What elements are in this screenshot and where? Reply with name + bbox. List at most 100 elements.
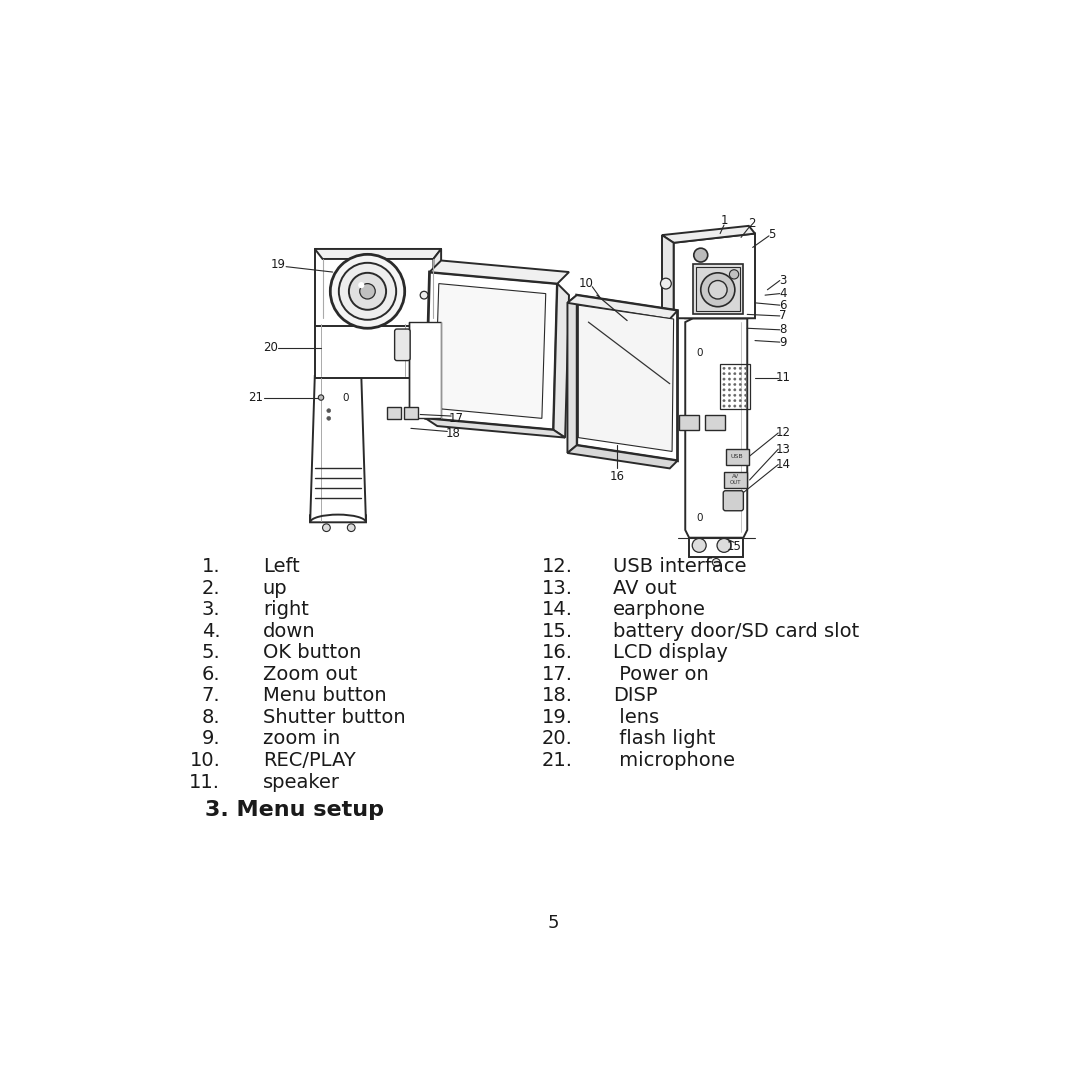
Polygon shape bbox=[662, 226, 755, 243]
Polygon shape bbox=[662, 235, 674, 319]
Circle shape bbox=[729, 270, 739, 279]
Polygon shape bbox=[674, 233, 755, 319]
Circle shape bbox=[739, 405, 742, 407]
Circle shape bbox=[339, 262, 396, 320]
Text: Shutter button: Shutter button bbox=[262, 707, 405, 727]
Circle shape bbox=[661, 279, 672, 289]
Text: zoom in: zoom in bbox=[262, 729, 340, 748]
Text: 11: 11 bbox=[775, 372, 791, 384]
Circle shape bbox=[744, 405, 747, 407]
Text: 6.: 6. bbox=[202, 665, 220, 684]
Circle shape bbox=[713, 558, 720, 566]
Circle shape bbox=[733, 394, 735, 396]
Text: 3: 3 bbox=[779, 274, 786, 287]
Text: Menu button: Menu button bbox=[262, 686, 387, 705]
Text: 16.: 16. bbox=[542, 644, 572, 662]
Text: 12.: 12. bbox=[542, 557, 572, 576]
Circle shape bbox=[744, 383, 747, 386]
Text: 11.: 11. bbox=[189, 772, 220, 792]
Circle shape bbox=[723, 378, 725, 380]
Bar bbox=[679, 415, 699, 430]
Text: 13: 13 bbox=[775, 443, 791, 456]
Text: 2.: 2. bbox=[202, 579, 220, 597]
Circle shape bbox=[728, 367, 730, 369]
Text: USB interface: USB interface bbox=[613, 557, 746, 576]
Circle shape bbox=[739, 383, 742, 386]
Text: 1: 1 bbox=[720, 214, 728, 227]
Circle shape bbox=[349, 273, 387, 310]
Text: REC/PLAY: REC/PLAY bbox=[262, 751, 355, 770]
Circle shape bbox=[744, 373, 747, 375]
Circle shape bbox=[723, 383, 725, 386]
Bar bbox=[704, 415, 725, 430]
Circle shape bbox=[723, 373, 725, 375]
Text: LCD display: LCD display bbox=[613, 644, 728, 662]
Polygon shape bbox=[578, 306, 674, 451]
Circle shape bbox=[728, 394, 730, 396]
Text: 18.: 18. bbox=[542, 686, 572, 705]
Text: 4: 4 bbox=[779, 287, 786, 300]
FancyBboxPatch shape bbox=[724, 490, 743, 511]
Circle shape bbox=[323, 524, 330, 531]
Text: AV
OUT: AV OUT bbox=[730, 474, 741, 485]
Circle shape bbox=[723, 367, 725, 369]
Text: 3. Menu setup: 3. Menu setup bbox=[205, 799, 383, 820]
Text: 9.: 9. bbox=[202, 729, 220, 748]
Circle shape bbox=[348, 524, 355, 531]
Bar bbox=[387, 407, 401, 419]
Text: battery door/SD card slot: battery door/SD card slot bbox=[613, 622, 860, 640]
Text: down: down bbox=[262, 622, 315, 640]
Polygon shape bbox=[577, 295, 677, 461]
Circle shape bbox=[723, 389, 725, 391]
Circle shape bbox=[733, 378, 735, 380]
Text: 10: 10 bbox=[579, 278, 594, 291]
Circle shape bbox=[733, 367, 735, 369]
Circle shape bbox=[692, 539, 706, 552]
Polygon shape bbox=[426, 418, 565, 437]
Polygon shape bbox=[567, 445, 677, 469]
Text: 21: 21 bbox=[248, 391, 262, 404]
Polygon shape bbox=[567, 295, 577, 453]
Circle shape bbox=[360, 284, 375, 299]
Text: 15.: 15. bbox=[542, 622, 572, 640]
Text: right: right bbox=[262, 600, 309, 619]
Circle shape bbox=[744, 367, 747, 369]
Bar bbox=[697, 268, 740, 311]
Polygon shape bbox=[685, 319, 747, 538]
Text: 20.: 20. bbox=[542, 729, 572, 748]
Text: microphone: microphone bbox=[613, 751, 735, 770]
Circle shape bbox=[327, 408, 330, 413]
Text: speaker: speaker bbox=[262, 772, 340, 792]
Polygon shape bbox=[426, 272, 557, 430]
Circle shape bbox=[701, 273, 734, 307]
Text: 14.: 14. bbox=[542, 600, 572, 619]
Bar bbox=[720, 364, 750, 409]
Text: 2: 2 bbox=[748, 217, 756, 230]
Bar bbox=[726, 449, 748, 464]
Circle shape bbox=[739, 367, 742, 369]
Bar bbox=[693, 265, 743, 314]
Text: 3.: 3. bbox=[202, 600, 220, 619]
Text: 15: 15 bbox=[727, 540, 742, 553]
Text: AV out: AV out bbox=[613, 579, 677, 597]
Circle shape bbox=[728, 378, 730, 380]
Circle shape bbox=[728, 383, 730, 386]
Text: 19.: 19. bbox=[542, 707, 572, 727]
Circle shape bbox=[359, 282, 364, 288]
Text: 0: 0 bbox=[696, 513, 702, 524]
Text: 12: 12 bbox=[775, 427, 791, 440]
Circle shape bbox=[717, 539, 731, 552]
Bar bbox=[724, 472, 747, 488]
Text: 17.: 17. bbox=[542, 665, 572, 684]
Text: 17: 17 bbox=[449, 411, 464, 424]
Text: 10.: 10. bbox=[189, 751, 220, 770]
Circle shape bbox=[739, 389, 742, 391]
Text: USB: USB bbox=[731, 454, 743, 459]
Polygon shape bbox=[314, 322, 410, 378]
Text: 0: 0 bbox=[342, 392, 349, 403]
Text: 20: 20 bbox=[264, 341, 278, 354]
Circle shape bbox=[744, 394, 747, 396]
Circle shape bbox=[728, 400, 730, 402]
Text: 7.: 7. bbox=[202, 686, 220, 705]
Text: DISP: DISP bbox=[613, 686, 658, 705]
